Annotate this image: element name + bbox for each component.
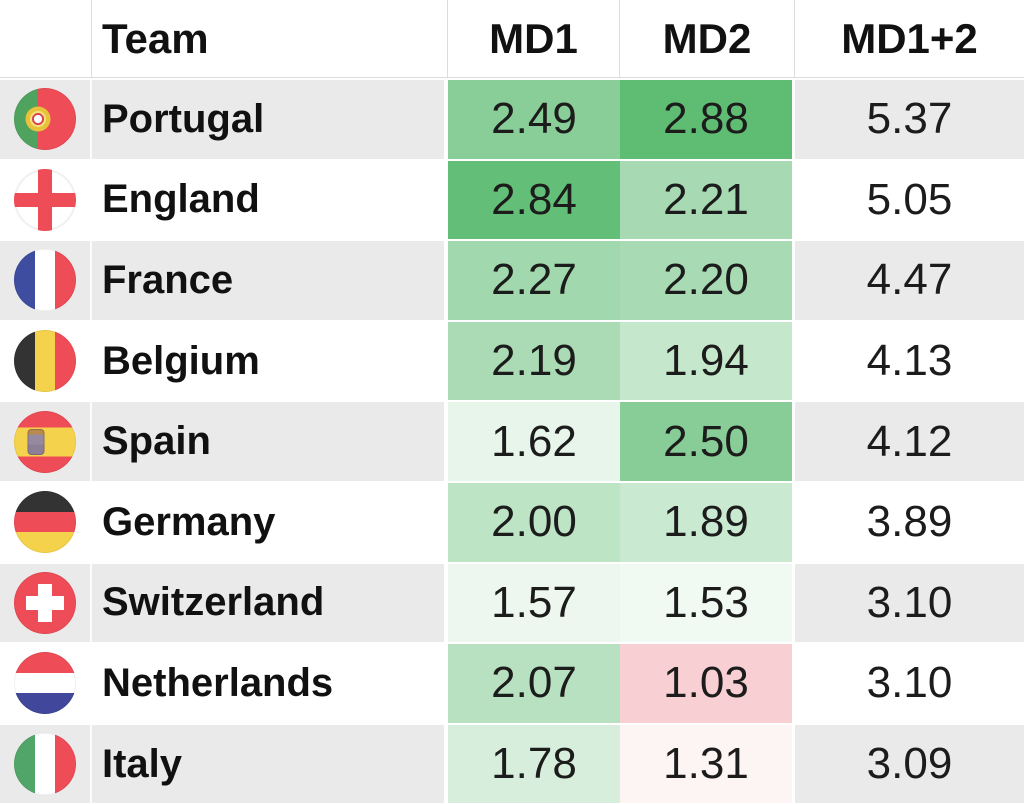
- table-row-germany: Germany 2.00 1.89 3.89: [0, 480, 1024, 562]
- flag-cell: [0, 482, 92, 562]
- total-value-cell: 3.10: [866, 658, 953, 708]
- belgium-flag-icon: [14, 330, 76, 393]
- flag-cell: [0, 402, 92, 481]
- md1-value-cell: 2.07: [448, 644, 620, 723]
- table-row-portugal: Portugal 2.49 2.88 5.37: [0, 78, 1024, 159]
- md1-value-cell: 1.57: [448, 563, 620, 643]
- flag-cell: [0, 644, 92, 723]
- team-cell: Spain: [92, 402, 448, 481]
- flag-cell: [0, 321, 92, 401]
- flag-cell: [0, 160, 92, 240]
- team-name: Belgium: [102, 338, 260, 383]
- md1plus2-header-label: MD1+2: [841, 14, 978, 62]
- flag-column-header: [0, 0, 92, 77]
- team-cell: Italy: [92, 724, 448, 804]
- md2-header-label: MD2: [662, 14, 752, 62]
- spain-flag-icon: [14, 410, 76, 473]
- flag-cell: [0, 80, 92, 159]
- md1-value-cell: 2.49: [448, 80, 620, 159]
- total-value-cell: 3.09: [866, 739, 953, 789]
- md1-header-label: MD1: [489, 14, 578, 62]
- md2-value-cell: 2.21: [620, 160, 795, 240]
- team-cell: Belgium: [92, 321, 448, 401]
- md2-column-header: MD2: [620, 0, 795, 77]
- md2-value-cell: 2.20: [620, 241, 795, 320]
- md1-value-cell: 1.62: [448, 402, 620, 481]
- team-name: England: [102, 177, 260, 222]
- md1-value-cell: 2.00: [448, 482, 620, 562]
- team-cell: England: [92, 160, 448, 240]
- team-name: Portugal: [102, 96, 265, 141]
- total-value-cell: 5.05: [866, 174, 953, 224]
- team-column-header: Team: [92, 0, 448, 77]
- total-value-cell: 4.13: [866, 336, 953, 386]
- md1plus2-column-header: MD1+2: [795, 0, 1024, 77]
- switzerland-flag-icon: [14, 571, 76, 634]
- germany-flag-icon: [14, 491, 76, 554]
- md1-value-cell: 2.27: [448, 241, 620, 320]
- portugal-flag-icon: [14, 88, 76, 151]
- md2-value-cell: 1.03: [620, 644, 795, 723]
- md2-value-cell: 1.53: [620, 563, 795, 643]
- team-name: Germany: [102, 499, 276, 544]
- total-value-cell: 4.12: [866, 416, 953, 466]
- md2-value-cell: 2.88: [620, 80, 795, 159]
- team-header-label: Team: [102, 14, 209, 62]
- total-value-cell: 3.10: [866, 577, 953, 627]
- table-row-netherlands: Netherlands 2.07 1.03 3.10: [0, 642, 1024, 723]
- team-cell: Switzerland: [92, 563, 448, 643]
- team-name: France: [102, 257, 234, 302]
- flag-cell: [0, 724, 92, 804]
- netherlands-flag-icon: [14, 652, 76, 715]
- header-row: Team MD1 MD2 MD1+2: [0, 0, 1024, 78]
- team-cell: Netherlands: [92, 644, 448, 723]
- france-flag-icon: [14, 249, 76, 312]
- table-row-italy: Italy 1.78 1.31 3.09: [0, 722, 1024, 804]
- table-row-belgium: Belgium 2.19 1.94 4.13: [0, 319, 1024, 401]
- team-name: Netherlands: [102, 660, 334, 705]
- table-row-switzerland: Switzerland 1.57 1.53 3.10: [0, 561, 1024, 643]
- team-name: Spain: [102, 419, 211, 464]
- md1-value-cell: 1.78: [448, 724, 620, 804]
- table-row-spain: Spain 1.62 2.50 4.12: [0, 400, 1024, 481]
- team-cell: France: [92, 241, 448, 320]
- flag-cell: [0, 563, 92, 643]
- md1-value-cell: 2.84: [448, 160, 620, 240]
- team-name: Switzerland: [102, 580, 325, 625]
- table-row-england: England 2.84 2.21 5.05: [0, 158, 1024, 240]
- england-flag-icon: [14, 168, 76, 231]
- team-cell: Portugal: [92, 80, 448, 159]
- total-value-cell: 5.37: [866, 94, 953, 144]
- flag-cell: [0, 241, 92, 320]
- table-row-france: France 2.27 2.20 4.47: [0, 239, 1024, 320]
- italy-flag-icon: [14, 733, 76, 796]
- md1-value-cell: 2.19: [448, 321, 620, 401]
- total-value-cell: 3.89: [866, 497, 953, 547]
- md2-value-cell: 2.50: [620, 402, 795, 481]
- total-value-cell: 4.47: [866, 255, 953, 305]
- team-name: Italy: [102, 741, 183, 786]
- md2-value-cell: 1.94: [620, 321, 795, 401]
- md2-value-cell: 1.89: [620, 482, 795, 562]
- md1-column-header: MD1: [448, 0, 620, 77]
- md2-value-cell: 1.31: [620, 724, 795, 804]
- team-cell: Germany: [92, 482, 448, 562]
